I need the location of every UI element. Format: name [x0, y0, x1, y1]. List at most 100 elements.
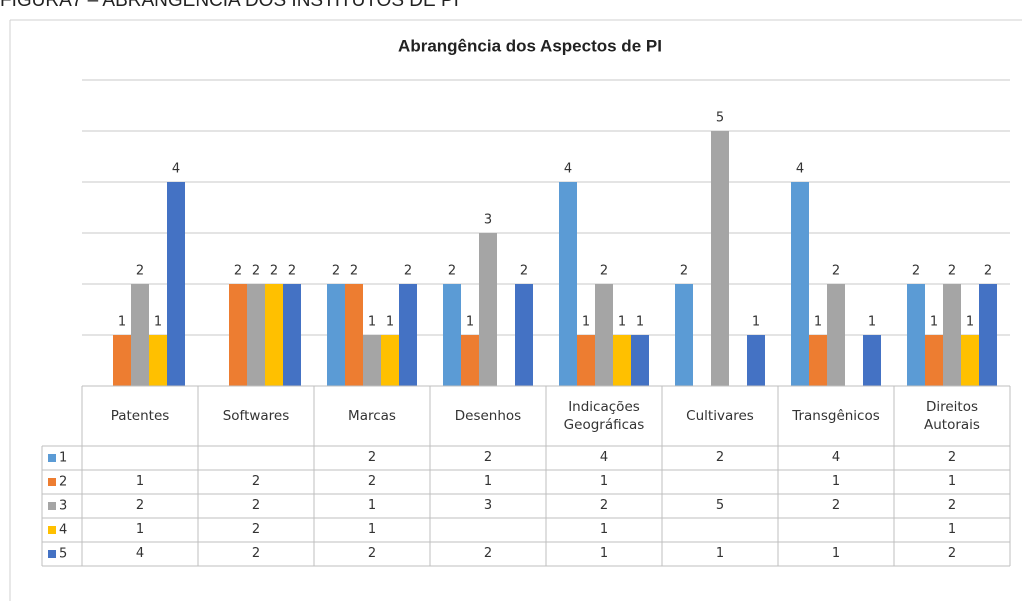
data-label: 1	[386, 315, 394, 330]
table-value: 3	[483, 498, 493, 513]
bar	[283, 284, 301, 386]
data-label: 2	[948, 264, 956, 279]
data-label: 1	[814, 315, 822, 330]
bar	[167, 182, 185, 386]
table-value: 2	[367, 474, 377, 489]
table-value: 1	[599, 546, 609, 561]
table-value: 1	[483, 474, 493, 489]
legend-label: 5	[59, 547, 67, 562]
data-label: 4	[796, 162, 804, 177]
data-label: 2	[404, 264, 412, 279]
bar	[515, 284, 533, 386]
bar	[595, 284, 613, 386]
data-label: 2	[136, 264, 144, 279]
table-value: 1	[831, 546, 841, 561]
legend-key	[48, 478, 56, 486]
legend-label: 3	[59, 499, 67, 514]
bar	[979, 284, 997, 386]
bar	[149, 335, 167, 386]
data-label: 2	[252, 264, 260, 279]
data-label: 1	[930, 315, 938, 330]
bar	[711, 131, 729, 386]
data-label: 1	[368, 315, 376, 330]
figure-caption: FIGURA7 – ABRANGÊNCIA DOS INSTITUTOS DE …	[0, 0, 459, 11]
data-label: 1	[752, 315, 760, 330]
bar	[613, 335, 631, 386]
table-value: 2	[599, 498, 609, 513]
data-label: 5	[716, 111, 724, 126]
table-value: 4	[831, 450, 841, 465]
data-label: 1	[618, 315, 626, 330]
table-value: 2	[367, 450, 377, 465]
table-value: 2	[251, 522, 261, 537]
table-value: 2	[483, 450, 493, 465]
legend-key	[48, 526, 56, 534]
bar	[443, 284, 461, 386]
legend-key	[48, 454, 56, 462]
bar	[675, 284, 693, 386]
table-value: 2	[947, 498, 957, 513]
legend-label: 1	[59, 451, 67, 466]
data-label: 4	[172, 162, 180, 177]
data-label: 3	[484, 213, 492, 228]
bar	[961, 335, 979, 386]
x-tick-label: Marcas	[348, 408, 396, 424]
table-value: 2	[251, 474, 261, 489]
data-label: 4	[564, 162, 572, 177]
bar	[327, 284, 345, 386]
table-value: 1	[715, 546, 725, 561]
bar	[345, 284, 363, 386]
bar	[809, 335, 827, 386]
bar	[943, 284, 961, 386]
data-label: 2	[234, 264, 242, 279]
bar	[577, 335, 595, 386]
bar	[131, 284, 149, 386]
table-value: 1	[135, 522, 145, 537]
data-label: 1	[582, 315, 590, 330]
bar	[747, 335, 765, 386]
table-value: 4	[135, 546, 145, 561]
data-label: 1	[466, 315, 474, 330]
data-label: 1	[966, 315, 974, 330]
bar	[559, 182, 577, 386]
table-value: 1	[947, 522, 957, 537]
table-value: 2	[715, 450, 725, 465]
bar	[479, 233, 497, 386]
legend-label: 2	[59, 475, 67, 490]
table-value: 4	[599, 450, 609, 465]
x-tick-label: Patentes	[110, 408, 170, 424]
table-value: 2	[483, 546, 493, 561]
table-value: 1	[831, 474, 841, 489]
table-value: 2	[251, 546, 261, 561]
data-label: 1	[636, 315, 644, 330]
table-value: 1	[599, 522, 609, 537]
bar	[925, 335, 943, 386]
bar	[863, 335, 881, 386]
data-label: 1	[868, 315, 876, 330]
table-value: 5	[715, 498, 725, 513]
table-value: 2	[251, 498, 261, 513]
data-label: 2	[270, 264, 278, 279]
table-value: 1	[135, 474, 145, 489]
legend-key	[48, 550, 56, 558]
data-label: 2	[984, 264, 992, 279]
data-label: 2	[448, 264, 456, 279]
data-label: 2	[600, 264, 608, 279]
table-value: 2	[135, 498, 145, 513]
bar	[265, 284, 283, 386]
data-label: 2	[288, 264, 296, 279]
table-value: 2	[367, 546, 377, 561]
data-label: 2	[832, 264, 840, 279]
bar	[247, 284, 265, 386]
data-label: 2	[680, 264, 688, 279]
bar	[113, 335, 131, 386]
bar	[631, 335, 649, 386]
table-value: 1	[599, 474, 609, 489]
table-value: 1	[947, 474, 957, 489]
table-value: 2	[831, 498, 841, 513]
table-value: 1	[367, 498, 377, 513]
bar	[399, 284, 417, 386]
x-tick-label: Indicações Geográficas	[563, 399, 645, 433]
data-label: 1	[118, 315, 126, 330]
